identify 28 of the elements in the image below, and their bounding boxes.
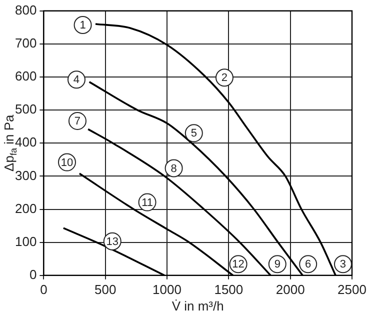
annotation: 9 xyxy=(274,258,280,271)
annotation: 5 xyxy=(190,128,197,140)
annotation: 13 xyxy=(106,236,119,248)
annotation: 1 xyxy=(80,20,86,32)
y-tick-label: 800 xyxy=(14,2,37,18)
x-axis-title: V̇ in m³/h xyxy=(172,298,224,314)
y-tick-label: 500 xyxy=(14,102,37,117)
annotation: 8 xyxy=(170,162,177,175)
annotation: 11 xyxy=(142,196,153,209)
y-tick-label: 300 xyxy=(14,168,37,183)
annotation: 12 xyxy=(232,258,244,271)
y-tick-label: 200 xyxy=(14,200,37,216)
x-tick-label: 1500 xyxy=(214,282,244,297)
annotation: 7 xyxy=(74,115,81,128)
x-tick-label: 1000 xyxy=(152,282,182,297)
annotation: 2 xyxy=(221,72,228,84)
annotation: 10 xyxy=(60,156,74,169)
x-tick-label: 2000 xyxy=(276,282,305,297)
y-tick-label: 100 xyxy=(14,234,37,249)
x-tick-label: 2500 xyxy=(338,282,366,297)
y-tick-label: 700 xyxy=(14,35,37,50)
y-tick-label: 0 xyxy=(29,266,37,282)
annotation: 6 xyxy=(305,258,312,271)
x-tick-label: 0 xyxy=(40,282,48,297)
y-tick-label: 600 xyxy=(14,68,37,84)
x-tick-label: 500 xyxy=(94,282,116,297)
annotation: 3 xyxy=(340,258,346,271)
annotation: 4 xyxy=(73,74,80,86)
